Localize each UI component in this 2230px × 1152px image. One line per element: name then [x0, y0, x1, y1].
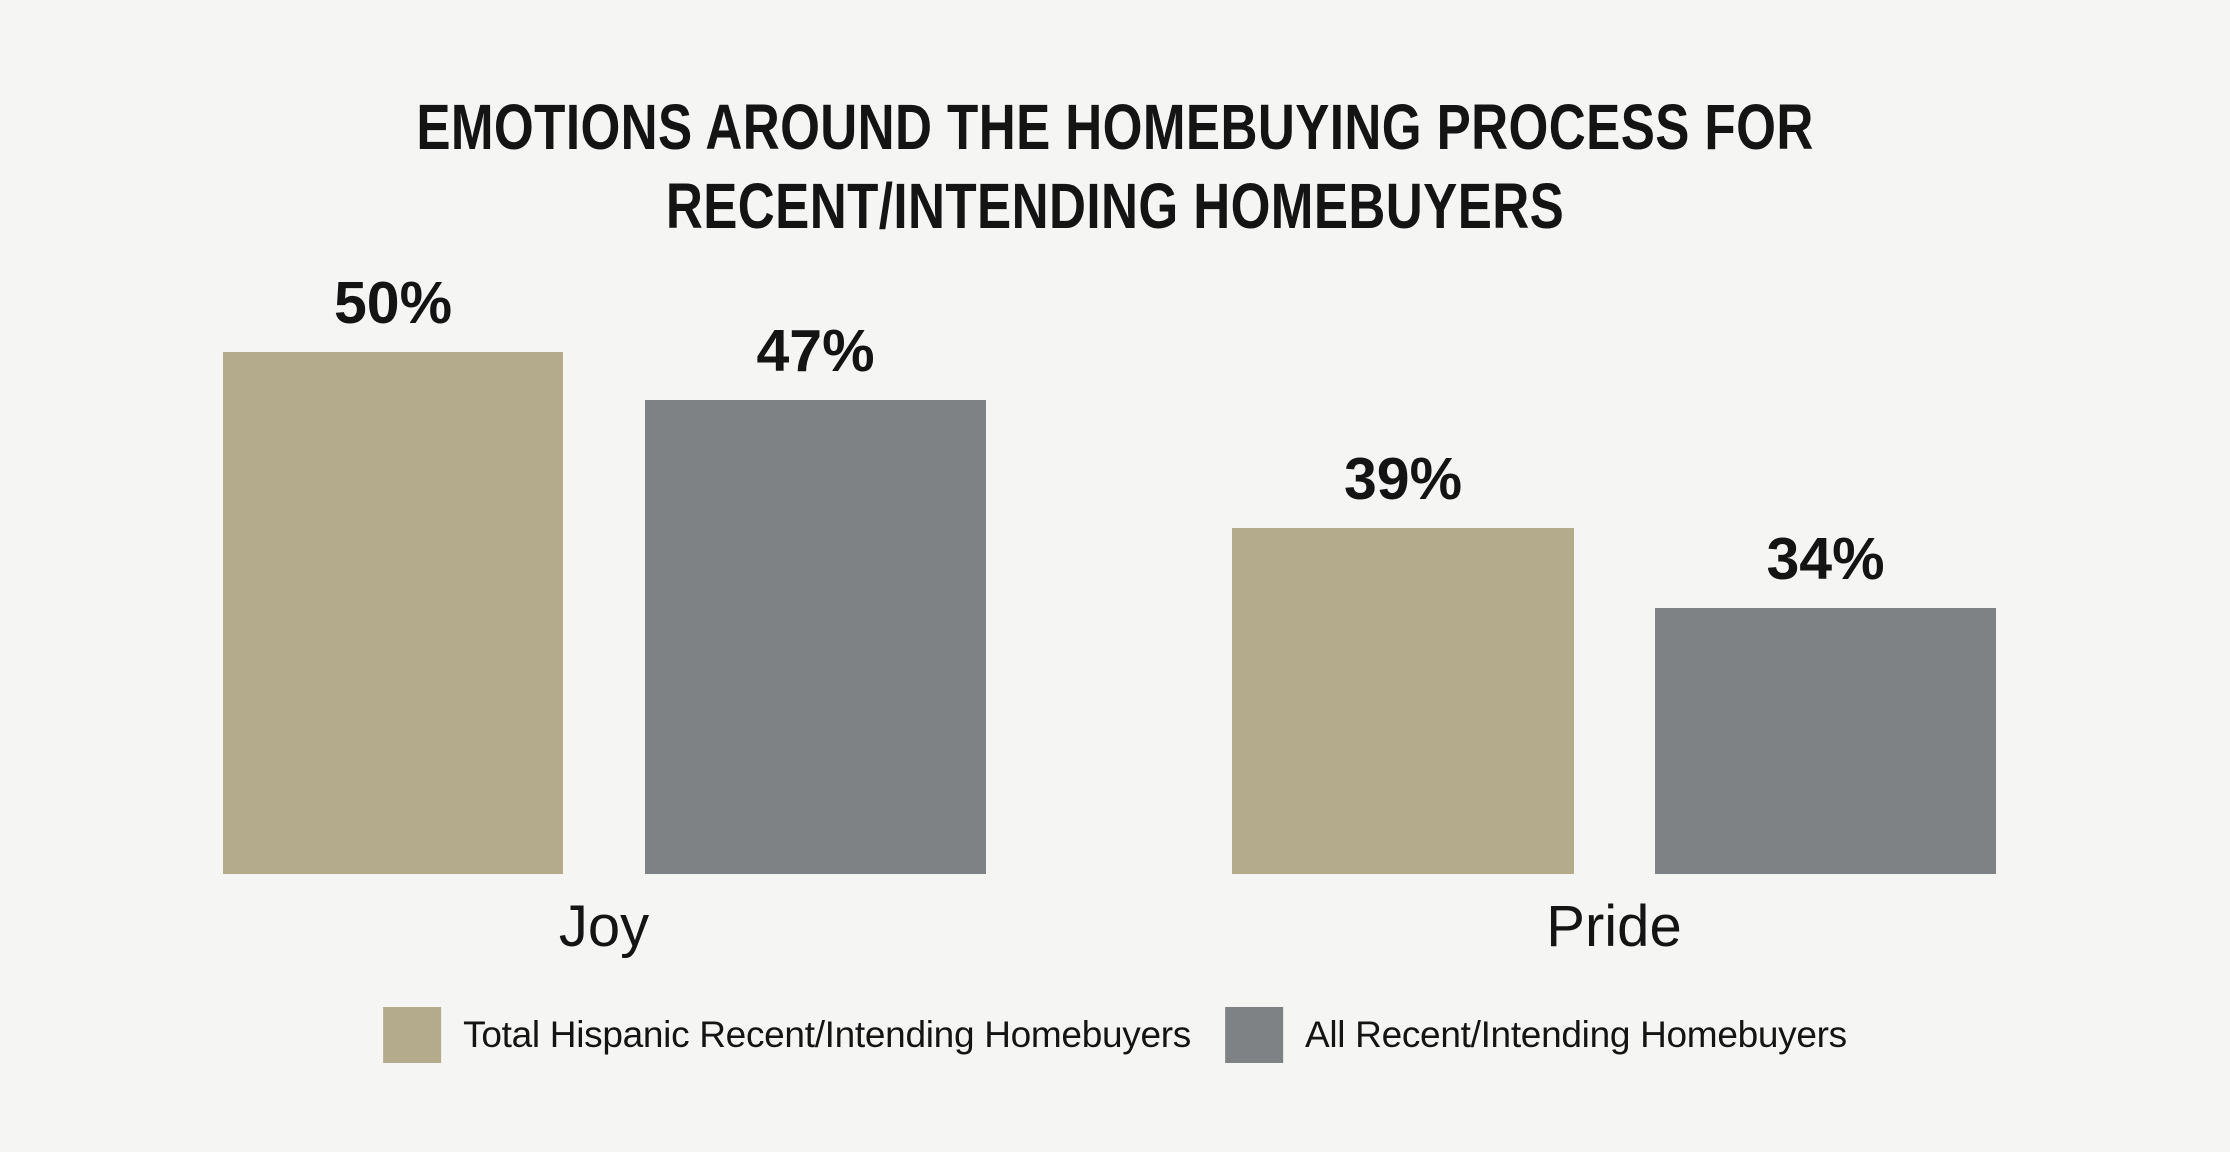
- bar-joy-hispanic: 50%: [223, 269, 563, 874]
- category-label-pride: Pride: [1546, 894, 1682, 959]
- bar-value-label: 50%: [333, 270, 453, 336]
- chart-title: EMOTIONS AROUND THE HOMEBUYING PROCESS F…: [223, 88, 2007, 246]
- legend-swatch-icon: [1224, 1007, 1283, 1063]
- legend-item-all: All Recent/Intending Homebuyers: [1224, 1007, 1847, 1063]
- legend-label: All Recent/Intending Homebuyers: [1304, 1014, 1847, 1055]
- legend-label: Total Hispanic Recent/Intending Homebuye…: [463, 1014, 1191, 1055]
- category-label-joy: Joy: [558, 894, 650, 959]
- chart-title-line-2: RECENT/INTENDING HOMEBUYERS: [665, 170, 1565, 242]
- bar-rect-joy-hispanic: [223, 352, 563, 874]
- bar-value-label: 39%: [1343, 446, 1463, 512]
- legend-item-hispanic: Total Hispanic Recent/Intending Homebuye…: [383, 1007, 1191, 1063]
- bar-rect-pride-all: [1655, 608, 1996, 874]
- legend-swatch-icon: [383, 1007, 442, 1063]
- bar-value-label: 34%: [1766, 526, 1885, 592]
- bar-joy-all: 47%: [645, 317, 986, 874]
- bar-pride-hispanic: 39%: [1232, 445, 1574, 874]
- bar-value-label: 47%: [756, 318, 875, 384]
- bar-pride-all: 34%: [1655, 525, 1996, 874]
- bar-rect-joy-all: [645, 400, 986, 874]
- legend: Total Hispanic Recent/Intending Homebuye…: [383, 1007, 1847, 1063]
- bar-rect-pride-hispanic: [1232, 528, 1574, 874]
- chart-title-line-1: EMOTIONS AROUND THE HOMEBUYING PROCESS F…: [416, 91, 1814, 163]
